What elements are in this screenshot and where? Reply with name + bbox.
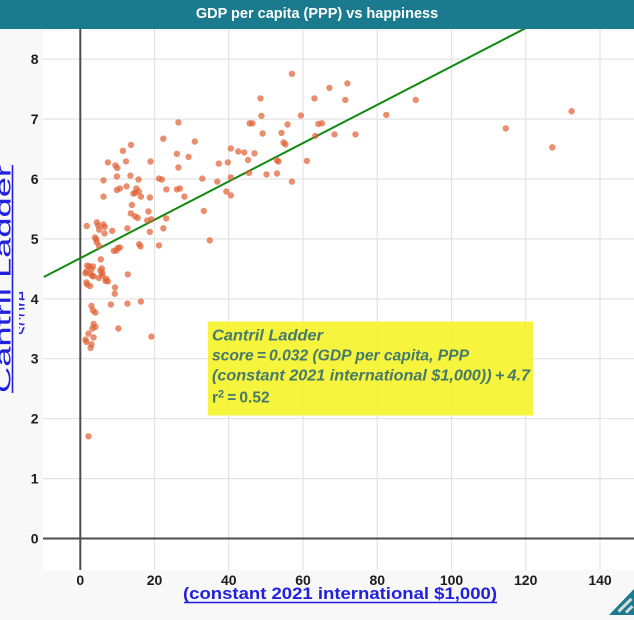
svg-text:40: 40	[221, 572, 237, 588]
svg-text:0: 0	[31, 531, 39, 547]
svg-text:(constant 2021 international $: (constant 2021 international $1,000)	[183, 584, 497, 603]
svg-text:6: 6	[31, 171, 39, 187]
svg-text:140: 140	[588, 572, 612, 588]
svg-text:score: score	[11, 291, 34, 335]
svg-text:5: 5	[31, 231, 39, 247]
svg-text:2: 2	[31, 411, 39, 427]
svg-text:Cantril Ladder: Cantril Ladder	[212, 328, 324, 345]
svg-text:4: 4	[31, 291, 39, 307]
svg-text:120: 120	[514, 572, 538, 588]
svg-text:7: 7	[31, 111, 39, 127]
svg-text:8: 8	[31, 51, 39, 67]
svg-text:3: 3	[31, 351, 39, 367]
svg-text:1: 1	[31, 471, 39, 487]
svg-text:80: 80	[370, 572, 386, 588]
svg-text:20: 20	[147, 572, 163, 588]
svg-text:Cantril Ladder: Cantril Ladder	[0, 165, 16, 393]
svg-text:100: 100	[440, 572, 464, 588]
svg-text:score = 0.032 (GDP per capita,: score = 0.032 (GDP per capita, PPP	[212, 348, 470, 365]
svg-text:r2 = 0.52: r2 = 0.52	[212, 389, 270, 407]
svg-text:0: 0	[76, 572, 84, 588]
svg-text:60: 60	[295, 572, 311, 588]
svg-text:(constant 2021 international $: (constant 2021 international $1,000)) + …	[212, 368, 531, 385]
